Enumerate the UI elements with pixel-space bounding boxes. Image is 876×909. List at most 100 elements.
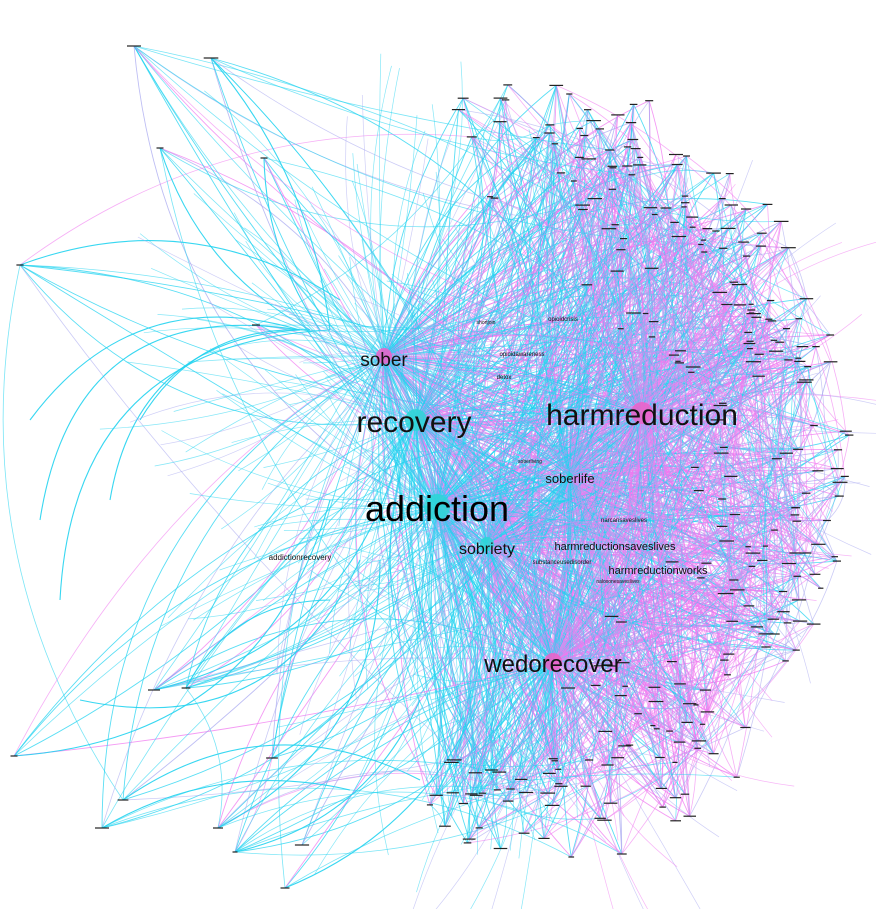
network-edge <box>245 241 385 357</box>
network-edge <box>656 649 797 730</box>
hub-node-sober <box>376 348 392 364</box>
network-edge <box>210 348 438 508</box>
network-edge <box>458 109 741 306</box>
network-edge <box>341 419 417 502</box>
network-edge <box>736 560 763 778</box>
network-edge <box>383 282 618 357</box>
network-edge <box>595 514 736 686</box>
network-edge <box>301 248 724 846</box>
network-edge <box>689 703 697 817</box>
network-edge <box>401 327 488 545</box>
network-edge <box>415 324 647 421</box>
network-edge <box>523 623 814 834</box>
network-edge <box>641 391 876 414</box>
network-edge <box>552 661 625 817</box>
network-edge <box>379 543 488 657</box>
network-edge <box>321 419 417 748</box>
network-edge <box>569 350 650 477</box>
network-edge <box>383 355 683 376</box>
network-edge <box>436 332 560 508</box>
network-edge <box>383 355 496 607</box>
network-edge <box>569 204 674 477</box>
network-edge <box>552 661 648 909</box>
network-edge <box>604 312 752 821</box>
network-edge <box>415 198 574 421</box>
network-edge <box>101 355 385 829</box>
network-edge <box>552 481 604 663</box>
network-edge <box>552 661 733 781</box>
label-harmreductionworks: harmreductionworks <box>608 565 708 577</box>
network-edge <box>425 475 571 782</box>
network-edge <box>684 196 730 655</box>
network-edge <box>569 298 681 477</box>
network-edge <box>552 661 686 682</box>
network-edge <box>444 143 556 791</box>
network-edge <box>593 120 807 300</box>
network-edge <box>705 690 738 778</box>
network-edge <box>552 622 661 663</box>
network-edge <box>234 757 273 853</box>
network-edge <box>528 412 643 720</box>
network-edge <box>193 506 438 621</box>
network-edge <box>160 355 385 446</box>
network-edge <box>430 661 554 701</box>
network-edge <box>518 661 554 859</box>
network-edge <box>486 254 617 545</box>
network-edge <box>641 241 876 414</box>
label-opioidcrisis: opioidcrisis <box>548 317 578 323</box>
network-edge <box>361 239 385 357</box>
network-edge <box>415 104 441 421</box>
network-edge <box>790 298 807 522</box>
network-edge <box>210 57 632 176</box>
network-edge <box>641 412 839 430</box>
network-edge <box>713 476 751 754</box>
network-edge <box>471 136 685 208</box>
hub-node-harmreduction <box>631 402 653 424</box>
network-edge <box>129 392 417 423</box>
network-edge <box>686 155 847 432</box>
network-edge <box>607 713 639 766</box>
network-edge <box>569 475 861 485</box>
network-edge <box>641 412 811 684</box>
network-edge <box>569 475 711 767</box>
network-edge <box>537 160 643 414</box>
network-edge <box>579 157 604 686</box>
network-edge <box>570 412 643 753</box>
network-edge <box>436 506 697 706</box>
network-edge <box>656 623 814 730</box>
network-edge <box>554 143 680 237</box>
network-edge <box>700 577 757 628</box>
network-edge <box>122 247 724 801</box>
network-edge <box>486 543 607 842</box>
network-edge <box>435 204 584 796</box>
network-edge <box>730 204 800 600</box>
network-edge <box>633 217 643 414</box>
network-edge <box>403 506 438 663</box>
network-edge <box>479 792 548 829</box>
network-edge <box>569 277 612 477</box>
label-naloxonesaveslives: naloxonesaveslives <box>596 579 640 585</box>
network-edge <box>405 412 643 545</box>
network-edge <box>632 139 736 515</box>
network-edge <box>377 355 386 533</box>
network-edge <box>532 242 643 414</box>
network-edge <box>271 355 385 759</box>
network-edge <box>612 164 678 167</box>
network-edge <box>641 412 688 536</box>
network-edge <box>786 328 815 426</box>
network-edge <box>569 405 695 477</box>
network-edge <box>552 414 743 663</box>
network-edge <box>289 274 438 508</box>
network-edge <box>383 115 418 357</box>
network-edge <box>319 280 385 357</box>
network-edge <box>416 661 554 893</box>
network-edge <box>161 430 438 508</box>
network-edge <box>470 633 775 795</box>
network-edge <box>303 355 385 364</box>
network-edge <box>412 412 643 534</box>
network-edge <box>185 355 385 689</box>
network-edge <box>630 195 686 743</box>
network-edge <box>569 460 659 479</box>
network-edge <box>499 749 661 773</box>
network-edge <box>374 475 571 719</box>
